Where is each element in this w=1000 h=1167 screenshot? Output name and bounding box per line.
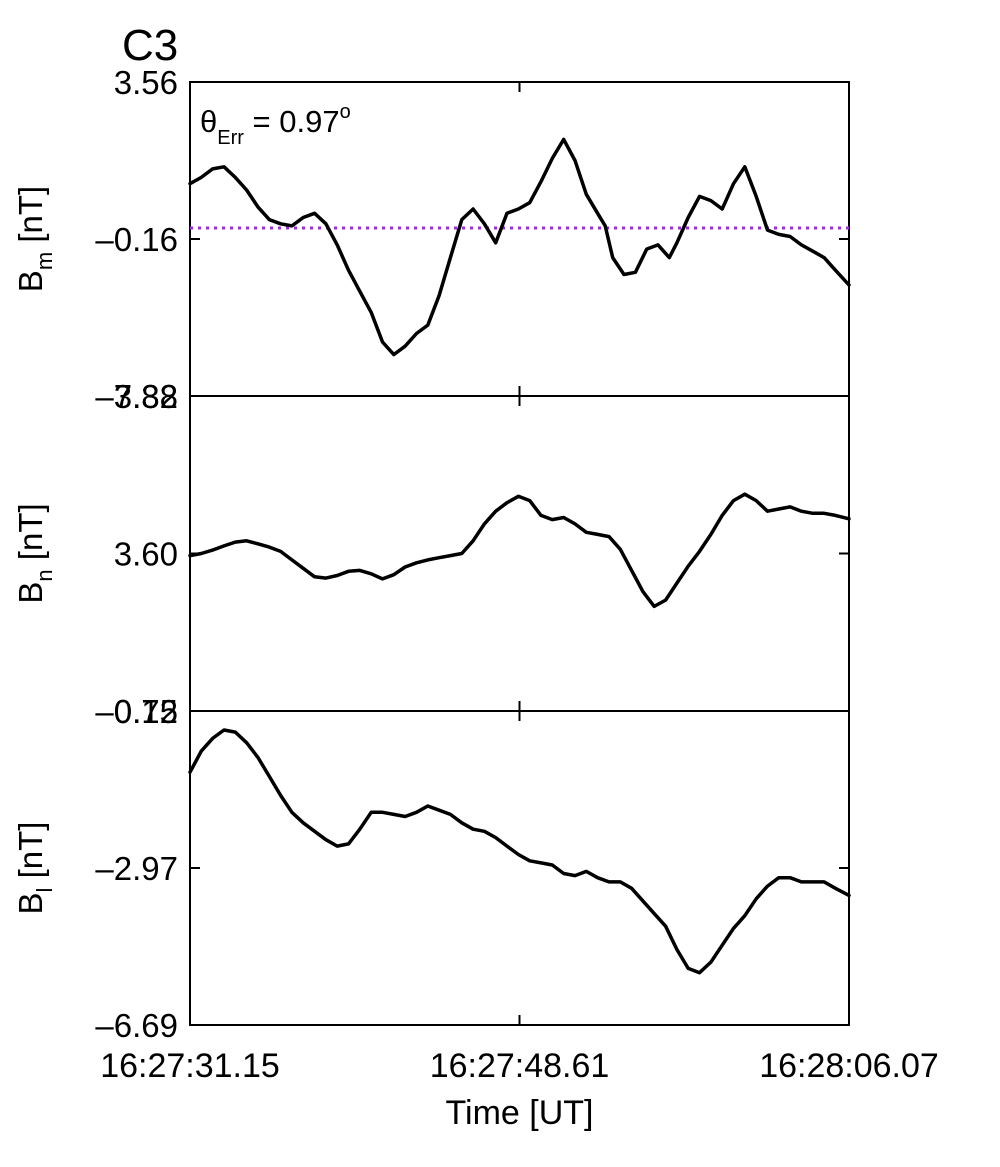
ylabel-unit-bl: [nT] — [12, 822, 49, 888]
ylabel-sub-bl: l — [32, 888, 57, 893]
series-line-bl — [188, 728, 851, 975]
panel-bm: 3.56 –0.16 –3.88 Bm [nT] — [12, 64, 851, 415]
ytick-label-bl-0: 0.75 — [114, 693, 178, 730]
theta-subscript: Err — [217, 127, 244, 149]
ylabel-main-bl: B — [12, 892, 49, 914]
ytick-label-bn-1: 3.60 — [114, 536, 178, 573]
series-line-bm — [188, 137, 851, 357]
ylabel-main-bn: B — [12, 582, 49, 604]
theta-error-annotation: θErr = 0.97o — [200, 101, 351, 149]
ytick-label-bm-0: 3.56 — [114, 64, 178, 101]
ylabel-main-bm: B — [12, 270, 49, 292]
panel-frame-bl — [189, 710, 850, 1026]
ytick-label-bn-2: –0.12 — [95, 693, 178, 730]
ylabel-sub-bn: n — [32, 569, 57, 581]
ytick-label-bn-0: 7.32 — [114, 378, 178, 415]
theta-symbol: θ — [200, 104, 217, 139]
series-line-bn — [188, 492, 851, 609]
panel-bl: 0.75 –2.97 –6.69 Bl [nT] — [12, 693, 851, 1044]
xtick-label-1: 16:27:48.61 — [430, 1047, 610, 1085]
theta-value: = 0.97 — [244, 104, 340, 139]
theta-degree-superscript: o — [340, 101, 351, 123]
ytick-label-bm-1: –0.16 — [95, 221, 178, 258]
ytick-label-bm-2: –3.88 — [95, 378, 178, 415]
panel-bn: 7.32 3.60 –0.12 Bn [nT] — [12, 378, 851, 730]
ylabel-sub-bm: m — [32, 252, 57, 270]
ylabel-bn: Bn [nT] — [12, 503, 57, 603]
xtick-label-2: 16:28:06.07 — [759, 1047, 939, 1085]
chart-title: C3 — [122, 21, 178, 70]
ylabel-bm: Bm [nT] — [12, 186, 57, 292]
panel-frame-bn — [189, 395, 850, 712]
ytick-label-bl-2: –6.69 — [95, 1007, 178, 1044]
ylabel-bl: Bl [nT] — [12, 822, 57, 915]
ylabel-unit-bm: [nT] — [12, 186, 49, 252]
panels-group: 3.56 –0.16 –3.88 Bm [nT] 7.32 3.60 –0.12 Bn [nT… — [12, 64, 851, 1044]
ylabel-unit-bn: [nT] — [12, 503, 49, 569]
x-axis: 16:27:31.15 16:27:48.61 16:28:06.07 Time [U… — [100, 1047, 939, 1132]
xtick-label-0: 16:27:31.15 — [100, 1047, 280, 1085]
ytick-label-bl-1: –2.97 — [95, 850, 178, 887]
x-axis-label: Time [UT] — [446, 1094, 594, 1132]
